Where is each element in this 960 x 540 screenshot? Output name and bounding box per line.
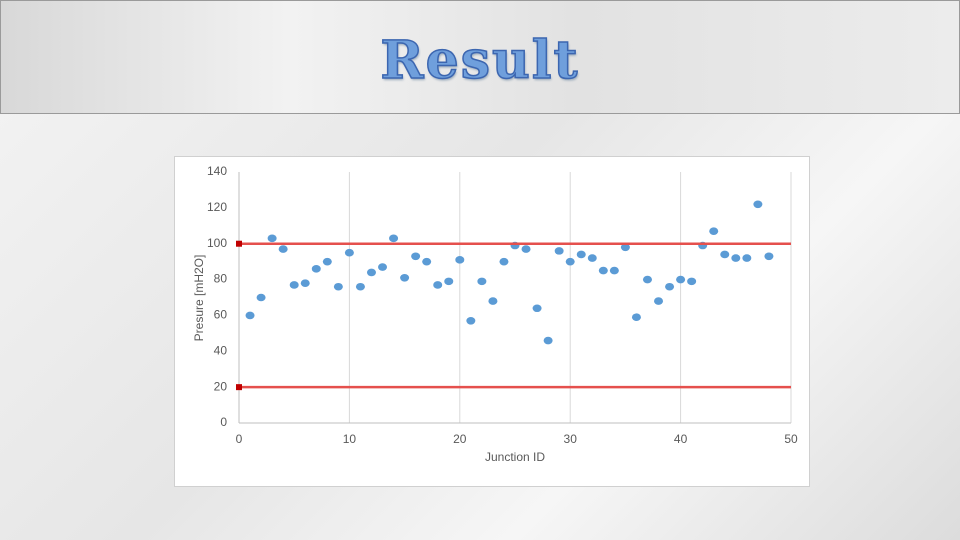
data-point: [543, 336, 553, 345]
data-point: [654, 297, 664, 305]
y-tick-label: 120: [207, 200, 227, 214]
data-point: [400, 273, 410, 282]
slide-title: Result: [380, 29, 580, 92]
data-point: [311, 265, 321, 273]
data-point: [731, 254, 741, 262]
data-point: [764, 252, 774, 261]
data-point: [587, 254, 597, 262]
data-point: [455, 256, 465, 264]
data-point: [499, 257, 509, 266]
y-tick-label: 80: [214, 272, 228, 286]
data-point: [366, 268, 376, 277]
data-point: [609, 266, 619, 275]
data-point: [665, 282, 675, 291]
limit-marker: [236, 240, 242, 247]
header-band: [0, 0, 960, 114]
y-tick-label: 100: [207, 236, 227, 250]
chart-area: [174, 156, 810, 487]
data-point: [642, 275, 652, 284]
data-point: [355, 282, 365, 291]
data-point: [344, 248, 354, 257]
data-point: [477, 277, 487, 286]
x-tick-label: 30: [564, 432, 578, 446]
y-tick-label: 140: [207, 164, 227, 178]
data-point: [422, 257, 432, 266]
y-tick-label: 0: [220, 415, 227, 429]
data-point: [554, 247, 564, 255]
data-point: [565, 257, 575, 266]
y-tick-label: 60: [214, 308, 228, 322]
data-point: [709, 227, 719, 235]
limit-marker: [236, 384, 242, 391]
data-point: [576, 250, 586, 259]
data-point: [720, 250, 730, 259]
data-point: [433, 281, 443, 289]
data-point: [333, 282, 343, 291]
x-tick-label: 20: [453, 432, 467, 446]
data-point: [411, 252, 421, 261]
data-point: [444, 277, 454, 286]
x-tick-label: 50: [784, 432, 798, 446]
data-point: [289, 281, 299, 289]
y-tick-label: 40: [214, 343, 228, 357]
x-tick-label: 40: [674, 432, 688, 446]
data-point: [267, 234, 277, 243]
data-point: [466, 317, 476, 325]
data-point: [620, 243, 630, 252]
data-point: [300, 279, 310, 287]
data-point: [378, 263, 388, 271]
data-point: [322, 257, 332, 266]
y-axis-title: Presure [mH2O]: [192, 255, 206, 342]
data-point: [278, 245, 288, 253]
data-point: [389, 234, 399, 243]
x-axis-title: Junction ID: [485, 450, 545, 464]
data-point: [598, 266, 608, 275]
data-point: [753, 200, 763, 209]
data-point: [488, 297, 498, 305]
x-tick-label: 0: [236, 432, 243, 446]
data-point: [742, 254, 752, 262]
x-tick-label: 10: [343, 432, 357, 446]
data-point: [687, 277, 697, 286]
y-tick-label: 20: [214, 379, 228, 393]
data-point: [532, 304, 542, 313]
data-point: [521, 245, 531, 253]
data-point: [256, 293, 266, 302]
data-point: [676, 275, 686, 284]
data-point: [631, 313, 641, 322]
data-point: [245, 311, 255, 320]
